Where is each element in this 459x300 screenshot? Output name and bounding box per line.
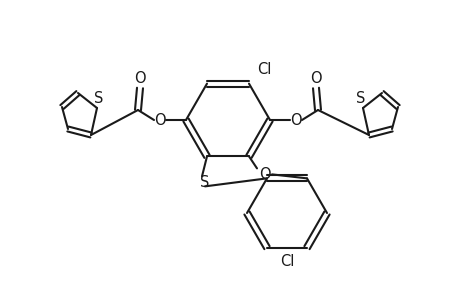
Text: O: O bbox=[258, 167, 270, 182]
Text: S: S bbox=[356, 91, 365, 106]
Text: Cl: Cl bbox=[279, 254, 294, 269]
Text: S: S bbox=[200, 175, 209, 190]
Text: O: O bbox=[154, 112, 165, 128]
Text: O: O bbox=[290, 112, 301, 128]
Text: O: O bbox=[134, 70, 146, 86]
Text: Cl: Cl bbox=[257, 62, 271, 77]
Text: S: S bbox=[94, 91, 103, 106]
Text: O: O bbox=[309, 70, 321, 86]
